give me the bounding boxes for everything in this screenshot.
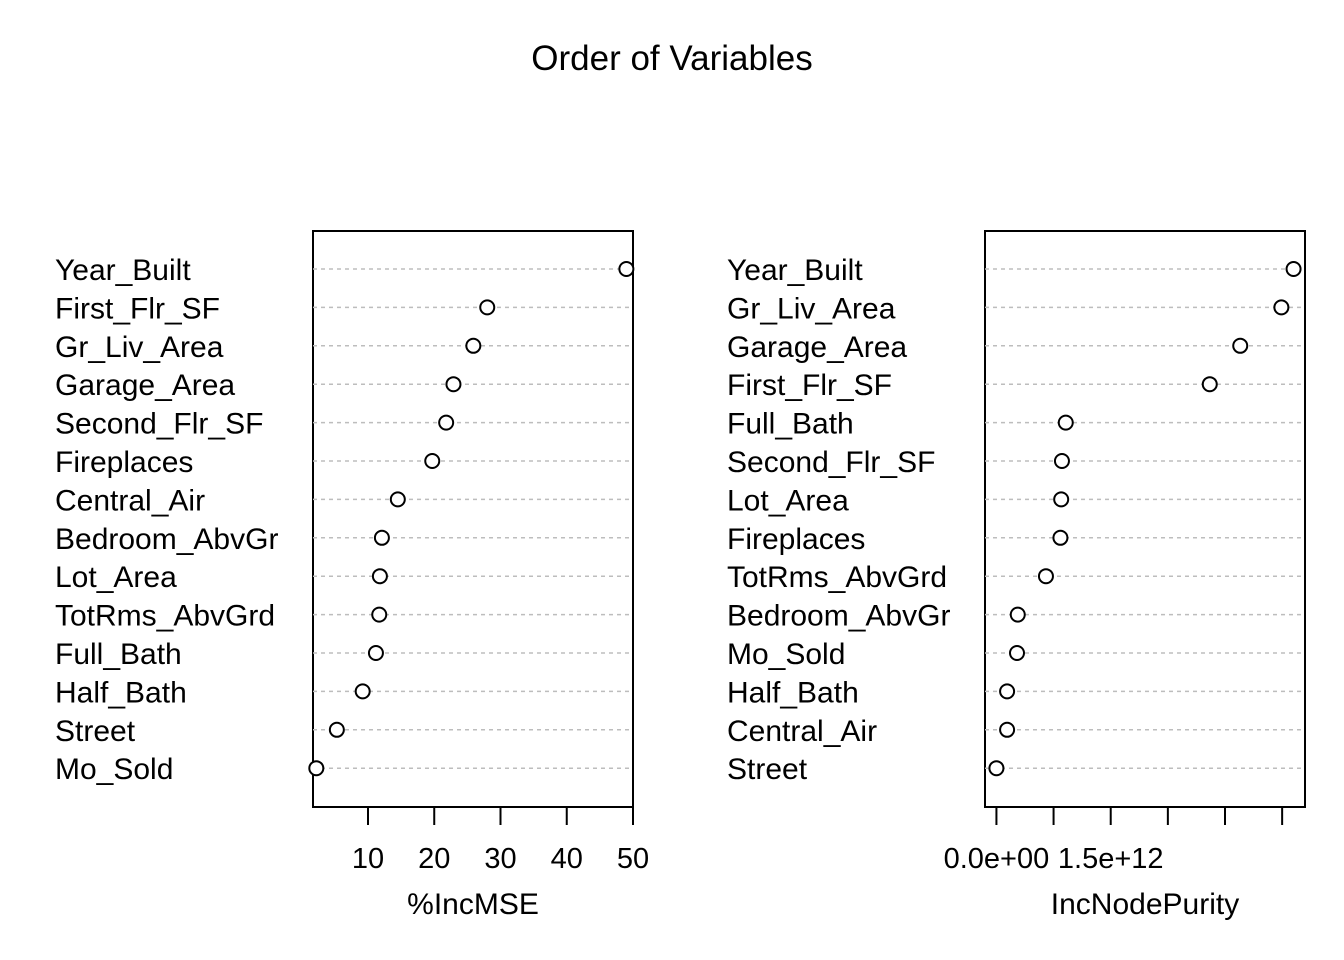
data-point — [1052, 529, 1069, 546]
x-tick-label: 1.5e+12 — [1058, 843, 1164, 875]
data-point — [424, 453, 441, 469]
category-label: Half_Bath — [55, 676, 187, 709]
category-label: First_Flr_SF — [55, 292, 220, 325]
x-tick-label: 30 — [484, 843, 516, 875]
chart-title: Order of Variables — [531, 39, 812, 78]
data-point — [354, 683, 371, 700]
category-label: Central_Air — [727, 715, 877, 748]
category-label: Second_Flr_SF — [727, 446, 935, 479]
data-point — [371, 606, 388, 623]
data-point — [1057, 414, 1074, 431]
data-point — [1285, 261, 1302, 277]
category-label: Lot_Area — [727, 484, 849, 517]
panel-incmse: Year_Built First_Flr_SF Gr_Liv_Area Garage_… — [55, 230, 649, 921]
data-point — [328, 721, 345, 738]
plot-frame — [312, 230, 634, 808]
category-label: Gr_Liv_Area — [55, 331, 224, 364]
data-point — [988, 760, 1005, 777]
data-point — [1009, 645, 1025, 661]
category-label: Half_Bath — [727, 676, 859, 709]
data-point — [438, 414, 455, 431]
x-tick-label: 0.0e+00 — [944, 843, 1050, 875]
category-label: Bedroom_AbvGr — [55, 523, 278, 556]
data-point — [1273, 299, 1290, 316]
x-tick-label: 50 — [617, 843, 649, 875]
category-label: Mo_Sold — [727, 638, 845, 671]
category-label: Lot_Area — [55, 561, 177, 594]
category-label: TotRms_AbvGrd — [727, 561, 947, 594]
x-tick-label: 20 — [418, 843, 450, 875]
data-point — [445, 376, 462, 393]
data-point — [479, 299, 496, 316]
category-label: First_Flr_SF — [727, 369, 892, 402]
data-point — [373, 529, 390, 546]
panel-incnodepurity: Year_Built Gr_Liv_Area Garage_Area First_Fl… — [727, 230, 1306, 921]
category-label: Garage_Area — [55, 369, 235, 402]
category-label: Fireplaces — [727, 523, 865, 556]
x-tick-label: 10 — [352, 843, 384, 875]
category-label: Full_Bath — [727, 408, 854, 441]
data-point — [1009, 606, 1026, 623]
category-label: Year_Built — [55, 254, 191, 287]
data-point — [1053, 453, 1070, 469]
category-label: Second_Flr_SF — [55, 408, 263, 441]
category-label: Fireplaces — [55, 446, 193, 479]
category-label: Bedroom_AbvGr — [727, 600, 950, 633]
category-label: Gr_Liv_Area — [727, 292, 896, 325]
data-point — [367, 645, 384, 661]
x-tick-label: 40 — [551, 843, 583, 875]
data-point — [371, 568, 388, 585]
data-point — [465, 337, 482, 354]
data-point — [389, 491, 406, 508]
category-label: Street — [55, 715, 136, 748]
category-label: Full_Bath — [55, 638, 182, 671]
x-axis-label: IncNodePurity — [1051, 888, 1239, 921]
category-label: Central_Air — [55, 484, 205, 517]
data-point — [1037, 568, 1054, 585]
category-label: TotRms_AbvGrd — [55, 600, 275, 633]
data-point — [999, 683, 1016, 700]
data-point — [999, 721, 1016, 738]
x-axis-label: %IncMSE — [407, 888, 539, 921]
data-point — [308, 760, 325, 777]
data-point — [1053, 491, 1070, 508]
plot-frame — [984, 230, 1306, 808]
category-label: Street — [727, 753, 808, 786]
data-point — [1201, 376, 1218, 393]
category-label: Mo_Sold — [55, 753, 173, 786]
category-label: Year_Built — [727, 254, 863, 287]
category-label: Garage_Area — [727, 331, 907, 364]
data-point — [618, 261, 635, 277]
data-point — [1232, 337, 1249, 354]
